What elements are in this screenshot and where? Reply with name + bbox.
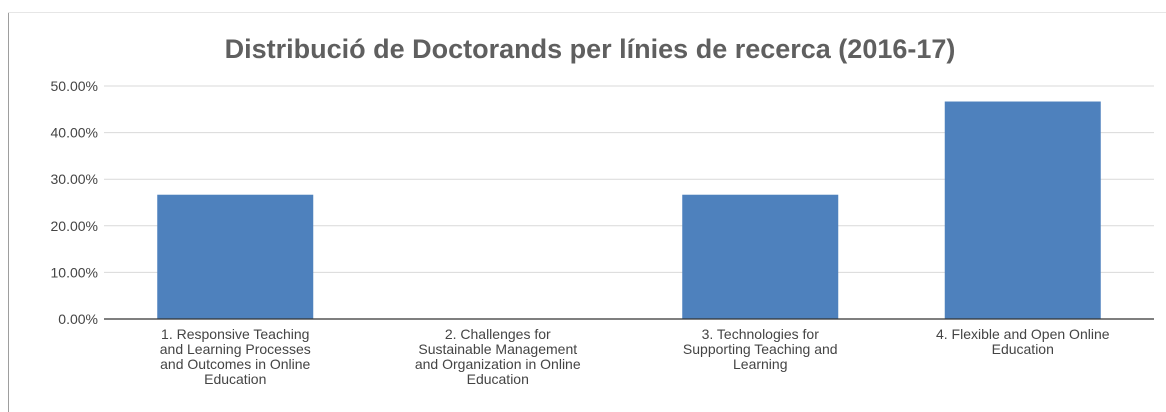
- bars: [157, 101, 1101, 320]
- x-category-label: 4. Flexible and Open Online Education: [936, 326, 1110, 357]
- y-tick-label: 40.00%: [51, 125, 98, 141]
- bar: [944, 101, 1101, 320]
- x-category-label: 3. Technologies for Supporting Teaching a…: [683, 326, 838, 372]
- frame-top-border: [8, 12, 1166, 13]
- x-category-label: 1. Responsive Teaching and Learning Proce…: [160, 326, 311, 387]
- chart-title: Distribució de Doctorands per línies de …: [225, 34, 956, 64]
- y-axis-ticks: 0.00% 10.00% 20.00% 30.00% 40.00% 50.00%: [51, 78, 98, 327]
- y-tick-label: 10.00%: [51, 264, 98, 280]
- bar: [682, 194, 839, 319]
- x-axis-categories: 1. Responsive Teaching and Learning Proce…: [160, 326, 1110, 387]
- y-tick-label: 50.00%: [51, 78, 98, 94]
- y-tick-label: 20.00%: [51, 218, 98, 234]
- y-tick-label: 30.00%: [51, 171, 98, 187]
- y-tick-label: 0.00%: [58, 311, 98, 327]
- frame-left-border: [8, 12, 9, 412]
- x-category-label: 2. Challenges for Sustainable Management a…: [415, 326, 581, 387]
- bar: [157, 194, 314, 319]
